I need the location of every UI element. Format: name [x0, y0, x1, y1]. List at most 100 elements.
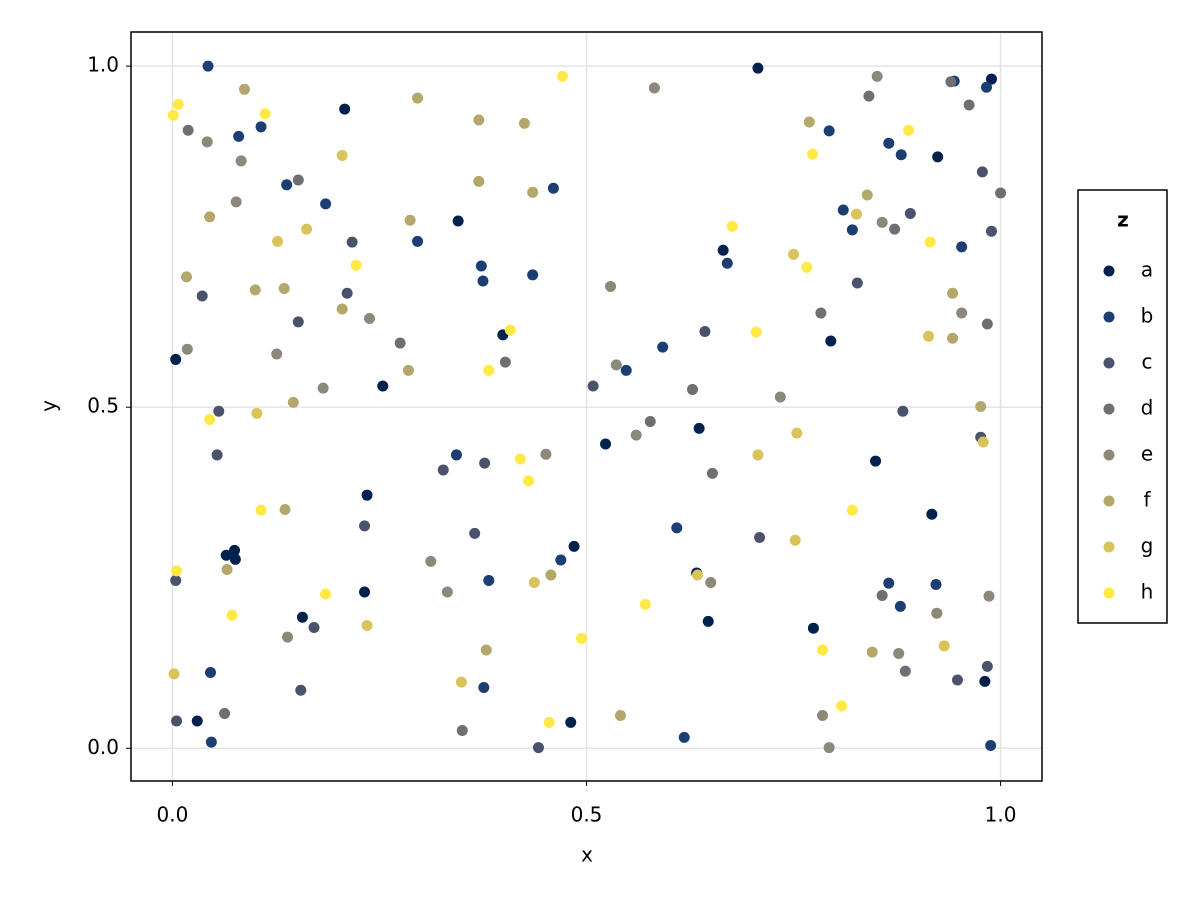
point	[514, 453, 526, 465]
point	[899, 665, 911, 677]
point	[620, 364, 632, 376]
point	[205, 736, 217, 748]
point	[292, 316, 304, 328]
point	[836, 700, 848, 712]
point	[705, 576, 717, 588]
point	[168, 668, 180, 680]
point	[394, 337, 406, 349]
point	[249, 284, 261, 296]
point	[691, 569, 703, 581]
point	[226, 609, 238, 621]
point	[985, 73, 997, 85]
point	[977, 436, 989, 448]
point	[807, 622, 819, 634]
point	[282, 631, 294, 643]
point	[981, 660, 993, 672]
point	[532, 742, 544, 754]
points	[167, 60, 1007, 754]
point	[605, 280, 617, 292]
point	[903, 124, 915, 136]
x-axis-title: x	[581, 843, 593, 867]
point	[904, 207, 916, 219]
point	[204, 413, 216, 425]
point	[229, 544, 241, 556]
point	[547, 182, 559, 194]
point	[671, 522, 683, 534]
point	[947, 287, 959, 299]
point	[272, 235, 284, 247]
point	[339, 103, 351, 115]
point	[850, 208, 862, 220]
point	[985, 225, 997, 237]
legend-label: f	[1143, 488, 1151, 512]
point	[610, 359, 622, 371]
point	[876, 216, 888, 228]
legend-marker	[1103, 449, 1115, 461]
point	[630, 429, 642, 441]
point	[181, 343, 193, 355]
point	[205, 667, 217, 679]
point	[281, 179, 293, 191]
point	[478, 682, 490, 694]
point	[924, 236, 936, 248]
point	[817, 710, 829, 722]
point	[473, 114, 485, 126]
point	[336, 303, 348, 315]
legend-label: a	[1141, 258, 1153, 282]
point	[170, 574, 182, 586]
legend-marker	[1103, 357, 1115, 369]
point	[706, 467, 718, 479]
point	[975, 401, 987, 412]
point	[296, 611, 308, 623]
point	[527, 269, 539, 281]
point	[201, 136, 213, 148]
point	[540, 448, 552, 460]
point	[976, 166, 988, 178]
point	[412, 92, 424, 104]
point	[938, 640, 950, 652]
point	[774, 391, 786, 403]
point	[308, 622, 320, 634]
point	[213, 405, 225, 417]
point	[441, 586, 453, 598]
point	[480, 644, 492, 656]
point	[279, 504, 291, 516]
point	[979, 675, 991, 687]
point	[981, 318, 993, 330]
point	[278, 282, 290, 294]
point	[229, 553, 241, 565]
point	[170, 353, 182, 365]
point	[287, 396, 299, 408]
point	[255, 504, 267, 516]
point	[450, 449, 462, 461]
point	[717, 244, 729, 256]
point	[952, 674, 964, 686]
point	[504, 324, 516, 336]
legend-label: c	[1142, 350, 1153, 374]
point	[479, 457, 491, 469]
legend-marker	[1103, 311, 1115, 323]
point	[180, 271, 192, 283]
y-tick-label: 0.0	[87, 735, 119, 759]
point	[543, 716, 555, 728]
point	[317, 382, 329, 394]
point	[404, 214, 416, 226]
point	[191, 715, 203, 727]
point	[846, 504, 858, 516]
point	[587, 380, 599, 392]
y-tick-label: 1.0	[87, 53, 119, 77]
point	[568, 540, 580, 552]
point	[947, 332, 959, 344]
point	[238, 83, 250, 95]
point	[402, 364, 414, 376]
point	[876, 589, 888, 601]
point	[726, 220, 738, 232]
point	[359, 586, 371, 598]
point	[412, 235, 424, 247]
point	[817, 644, 829, 656]
point	[320, 588, 332, 600]
point	[456, 725, 468, 737]
point	[425, 555, 437, 567]
point	[897, 405, 909, 417]
legend-label: d	[1141, 396, 1154, 420]
